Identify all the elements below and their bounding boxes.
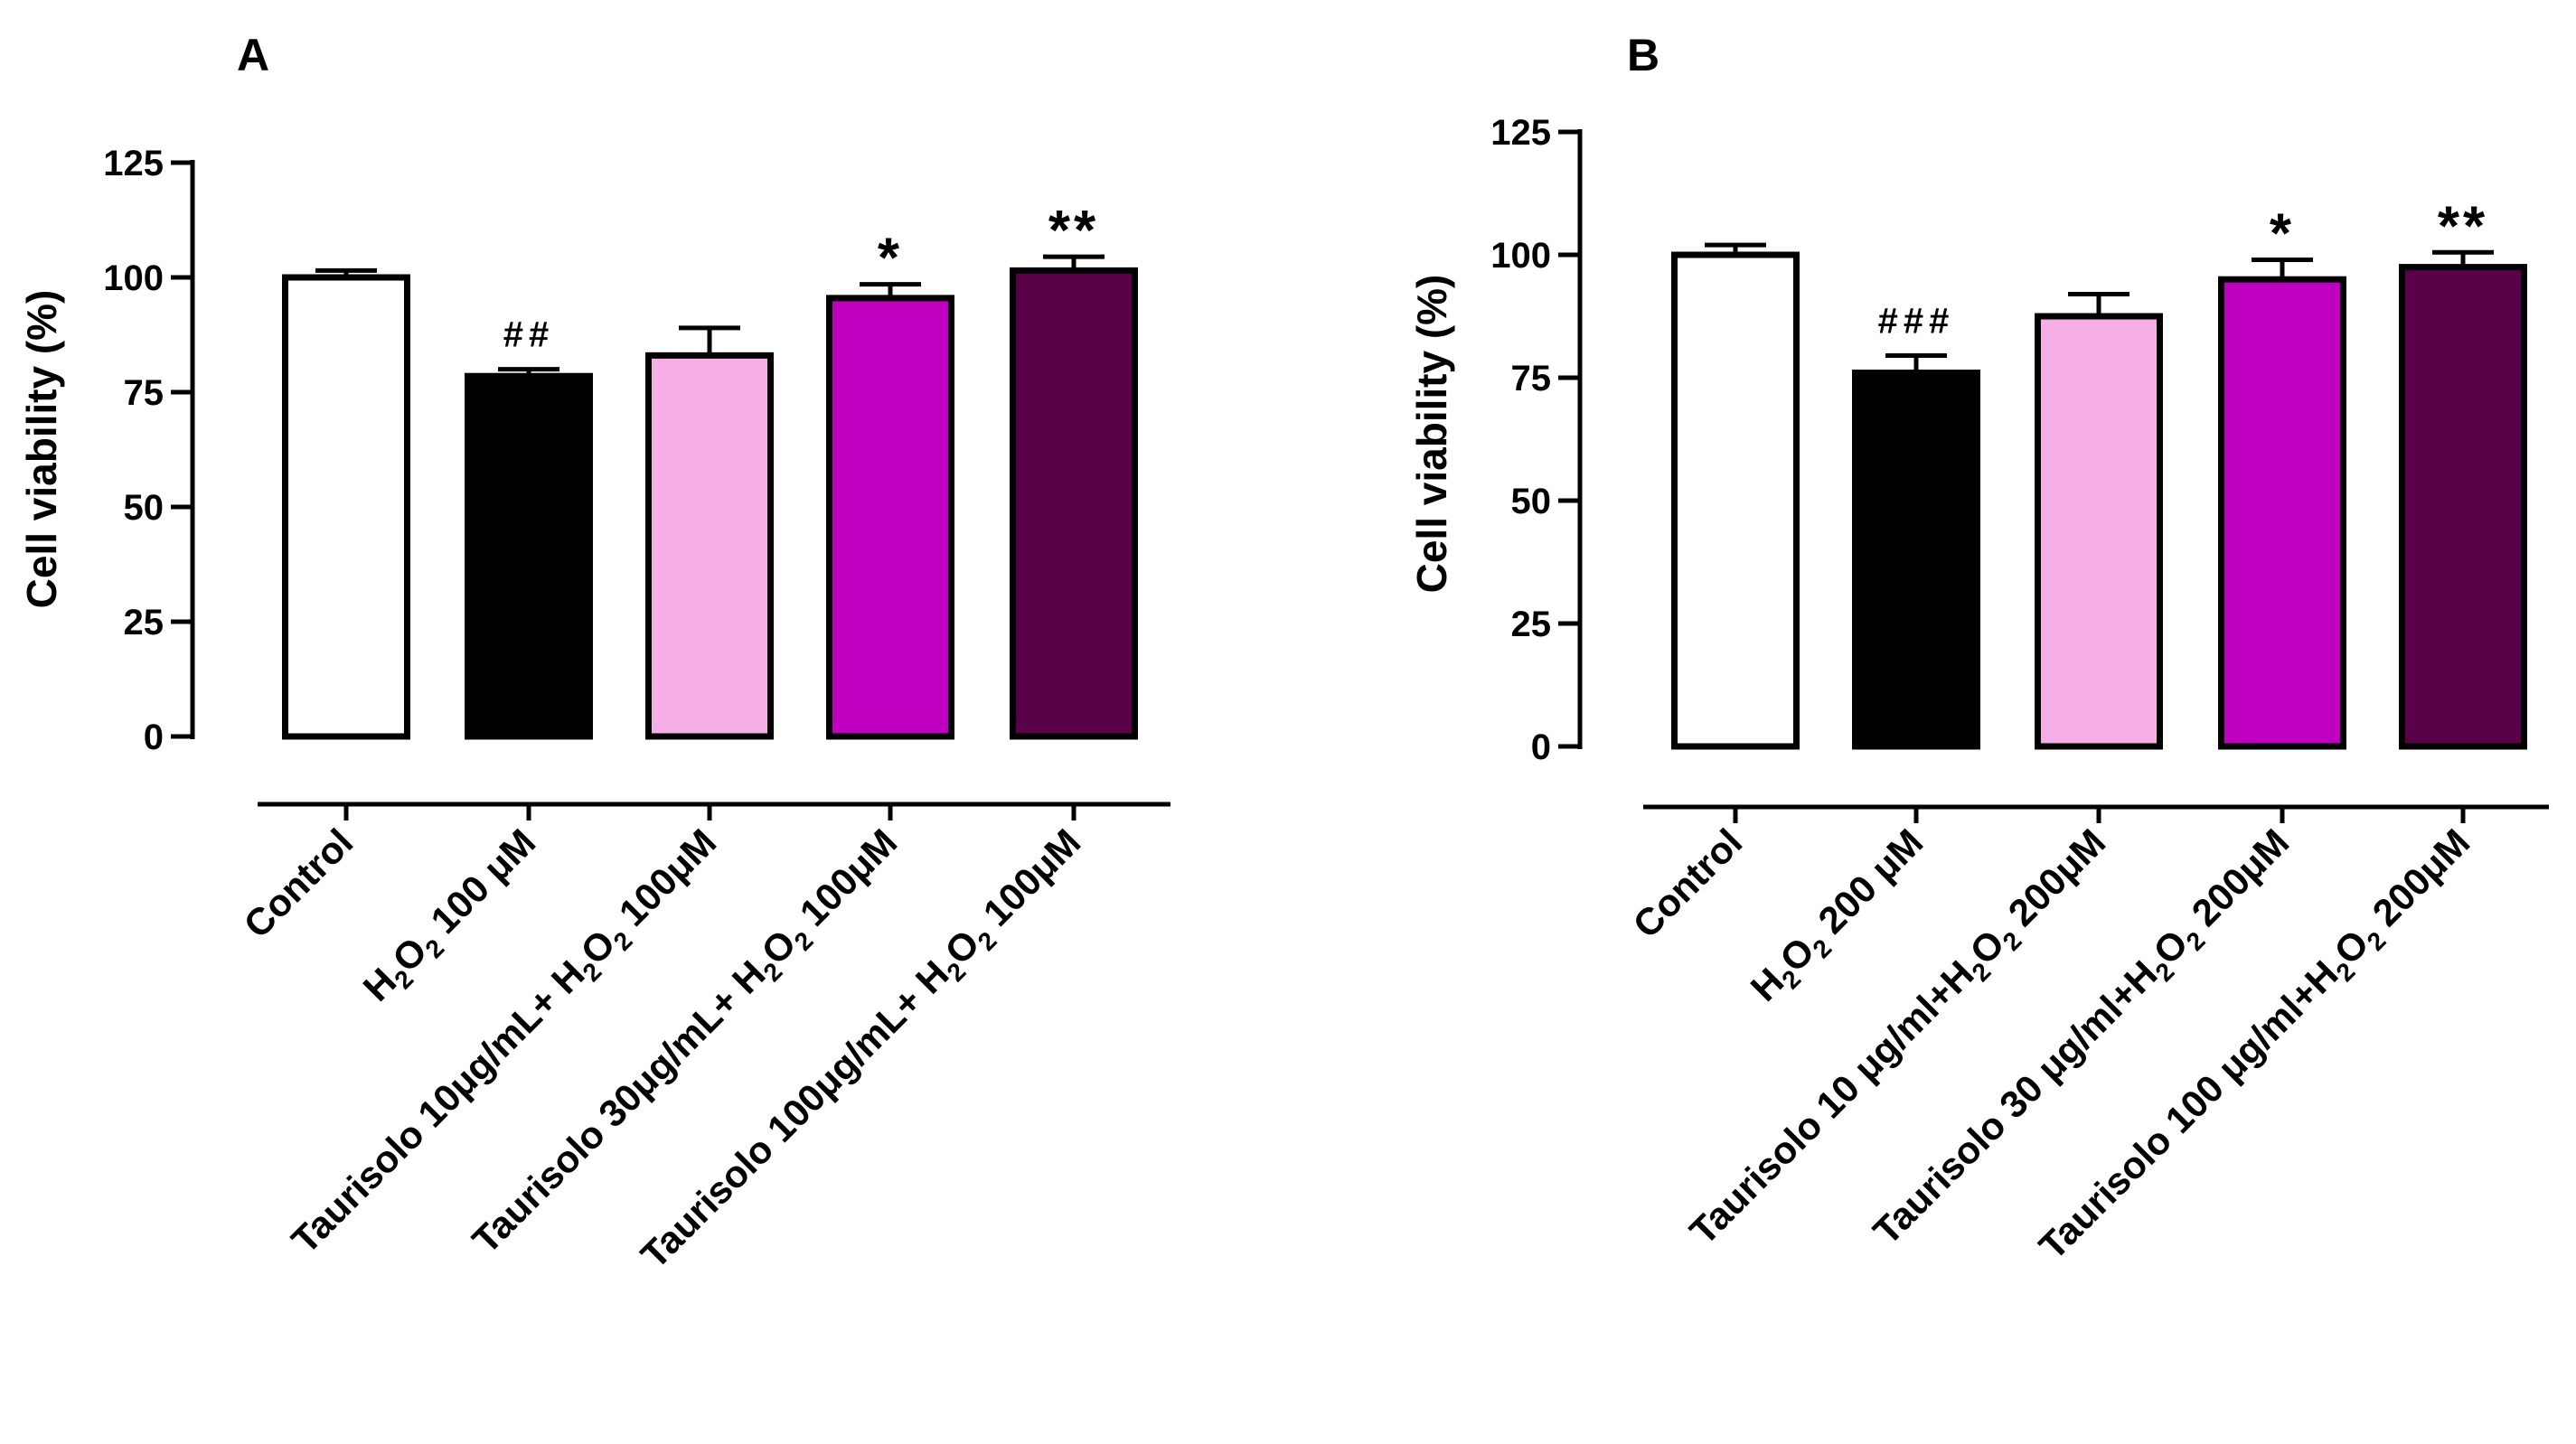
panel-a-bar xyxy=(826,295,954,740)
panel-a-y-tick-label: 25 xyxy=(124,603,165,642)
panel-b-significance-label: * xyxy=(2270,202,2295,265)
panel-a-category-text: 100μM xyxy=(784,820,905,942)
panel-a-significance-label: * xyxy=(878,228,903,290)
panel-b-y-tick-label: 75 xyxy=(1511,359,1552,399)
panel-b-y-tick-label: 0 xyxy=(1531,727,1551,767)
panel-b-y-tick-label: 25 xyxy=(1511,605,1552,644)
panel-b-significance-label: ** xyxy=(2438,195,2488,258)
panel-a-category-text: 100μM xyxy=(603,820,724,942)
panel-b-category-label: Control xyxy=(1625,820,1751,946)
panel-b-bar xyxy=(2035,313,2163,750)
panel-a-bar xyxy=(1010,267,1138,740)
panel-b-category-label: H2O2 200 μM xyxy=(1743,820,1936,1014)
panel-a-category-text: 100 μM xyxy=(415,820,543,949)
panel-a-significance-label: ** xyxy=(1048,200,1099,262)
panel-b-category-text: 200μM xyxy=(2176,820,2297,942)
panel-a-category-text: Taurisolo 100μg/mL+ H xyxy=(633,952,957,1277)
panel-b-category-text: 200 μM xyxy=(1802,820,1931,949)
panel-a-category-label: H2O2 100 μM xyxy=(355,820,549,1014)
panel-a-y-tick-label: 75 xyxy=(124,373,165,413)
panel-a-category-text: 100μM xyxy=(967,820,1088,942)
panel-a-bar xyxy=(465,372,593,740)
panel-b-bar xyxy=(2218,276,2346,750)
panel-a-category-text: Control xyxy=(236,820,362,946)
panel-b-y-axis-label: Cell viability (%) xyxy=(1408,275,1455,594)
panel-a-y-axis-label: Cell viability (%) xyxy=(18,290,65,609)
panel-a-category-text: Taurisolo 30μg/mL+ H xyxy=(464,952,773,1261)
panel-a-y-tick-label: 125 xyxy=(103,144,164,183)
panel-a-bar xyxy=(645,352,774,740)
panel-b-label: B xyxy=(1627,30,1659,80)
panel-b-y-tick-label: 50 xyxy=(1511,482,1552,521)
panel-a-y-tick-label: 100 xyxy=(103,258,164,298)
panel-b-category-text: 200μM xyxy=(1992,820,2113,942)
panel-a-significance-label: ## xyxy=(503,315,555,355)
panel-a-category-text: Taurisolo 10μg/mL+ H xyxy=(283,952,592,1261)
panel-b-bar xyxy=(1671,251,1800,750)
panel-b-category-text: Taurisolo 100 μg/ml+H xyxy=(2031,952,2346,1268)
panel-b-y-tick-label: 125 xyxy=(1490,113,1551,153)
panel-b-y-tick-label: 100 xyxy=(1490,236,1551,276)
panel-a-y-tick-label: 50 xyxy=(124,488,165,528)
panel-b-category-text: Control xyxy=(1625,820,1751,946)
panel-b-significance-label: ### xyxy=(1878,302,1955,342)
panel-b-bar xyxy=(1852,370,1980,750)
panel-a-y-tick-label: 0 xyxy=(144,717,164,757)
panel-a-label: A xyxy=(237,30,269,80)
panel-a-category-label: Control xyxy=(236,820,362,946)
panel-b-category-text: 200μM xyxy=(2356,820,2477,942)
panel-b-bar xyxy=(2399,264,2527,750)
panel-a-bar xyxy=(282,274,410,740)
